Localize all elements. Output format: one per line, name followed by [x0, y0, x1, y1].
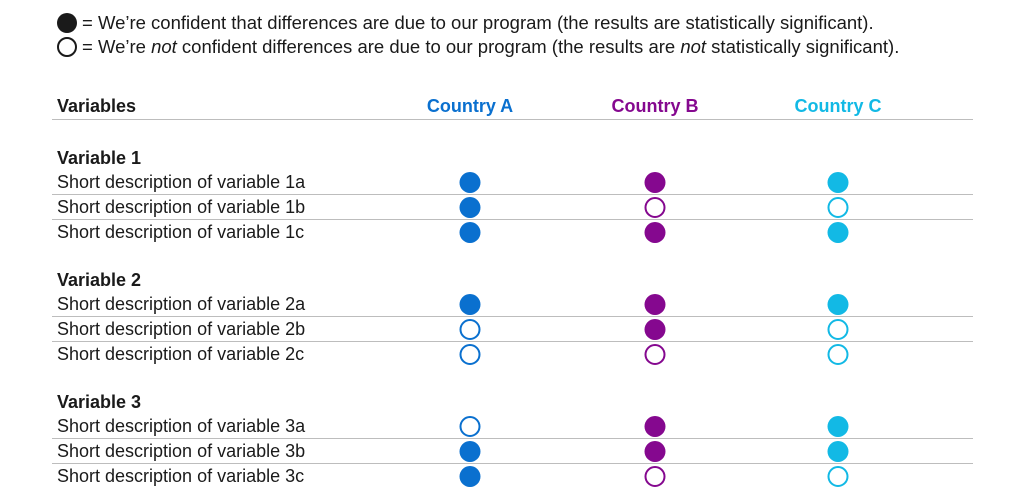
significant-marker: [827, 416, 849, 437]
significant-marker: [459, 222, 481, 243]
significant-marker: [459, 294, 481, 315]
significant-marker: [644, 294, 666, 315]
row-label: Short description of variable 3c: [57, 466, 305, 486]
not-significant-marker: [459, 416, 481, 437]
legend-emphasis: not: [680, 36, 707, 57]
significant-marker: [827, 441, 849, 462]
significant-marker: [644, 172, 666, 193]
legend-emphasis: not: [151, 36, 177, 57]
variable-group: Variable 3 Short description of variable …: [52, 390, 973, 488]
table-header: Variables Country A Country B Country C: [52, 92, 973, 120]
significant-marker: [459, 441, 481, 462]
hollow-circle-icon: [57, 37, 77, 57]
table-row: Short description of variable 2a: [52, 292, 973, 316]
table-row: Short description of variable 1a: [52, 170, 973, 194]
significant-marker: [459, 466, 481, 487]
table-row: Short description of variable 2b: [52, 316, 973, 341]
not-significant-marker: [644, 344, 666, 365]
table-row: Short description of variable 1c: [52, 219, 973, 244]
table-body: Variable 1 Short description of variable …: [52, 146, 973, 488]
table-row: Short description of variable 2c: [52, 341, 973, 366]
legend-row-significant: = We’re confident that differences are d…: [57, 11, 899, 35]
variable-group-title: Variable 2: [57, 270, 142, 290]
significant-marker: [644, 222, 666, 243]
not-significant-marker: [459, 319, 481, 340]
row-label: Short description of variable 2a: [57, 294, 306, 314]
legend-text-part: = We’re: [82, 36, 152, 57]
legend-significant-text: = We’re confident that differences are d…: [82, 12, 874, 33]
not-significant-marker: [827, 197, 849, 218]
significance-table: Variables Country A Country B Country C Va…: [52, 92, 973, 488]
legend-row-not-significant: = We’re not confident differences are du…: [57, 35, 899, 59]
significant-marker: [459, 172, 481, 193]
variable-group: Variable 1 Short description of variable …: [52, 146, 973, 244]
legend-text-part: confident differences are due to our pro…: [176, 36, 681, 57]
legend-text-part: statistically significant).: [706, 36, 900, 57]
not-significant-marker: [827, 466, 849, 487]
table-row: Short description of variable 1b: [52, 194, 973, 219]
significant-marker: [644, 441, 666, 462]
significant-marker: [644, 416, 666, 437]
significant-marker: [644, 319, 666, 340]
table-row: Short description of variable 3c: [52, 463, 973, 488]
significant-marker: [827, 172, 849, 193]
table-row: Short description of variable 3b: [52, 438, 973, 463]
row-label: Short description of variable 2c: [57, 344, 305, 364]
legend-not-significant-text: = We’re not confident differences are du…: [82, 36, 899, 58]
row-label: Short description of variable 2b: [57, 319, 306, 339]
row-label: Short description of variable 3b: [57, 441, 306, 461]
row-label: Short description of variable 1c: [57, 222, 305, 242]
table-row: Short description of variable 3a: [52, 414, 973, 438]
not-significant-marker: [827, 319, 849, 340]
variables-column-header: Variables: [57, 96, 137, 116]
variable-group-title: Variable 3: [57, 392, 142, 412]
not-significant-marker: [827, 344, 849, 365]
row-label: Short description of variable 3a: [57, 416, 306, 436]
significant-marker: [459, 197, 481, 218]
not-significant-marker: [459, 344, 481, 365]
variable-group-title: Variable 1: [57, 148, 142, 168]
row-label: Short description of variable 1b: [57, 197, 306, 217]
column-header-country-a: Country A: [426, 96, 514, 116]
significance-legend: = We’re confident that differences are d…: [57, 11, 899, 59]
row-label: Short description of variable 1a: [57, 172, 306, 192]
column-header-country-b: Country B: [611, 96, 699, 116]
significant-marker: [827, 294, 849, 315]
not-significant-marker: [644, 197, 666, 218]
variable-group: Variable 2 Short description of variable …: [52, 268, 973, 366]
not-significant-marker: [644, 466, 666, 487]
column-header-country-c: Country C: [794, 96, 882, 116]
filled-circle-icon: [57, 13, 77, 33]
significant-marker: [827, 222, 849, 243]
